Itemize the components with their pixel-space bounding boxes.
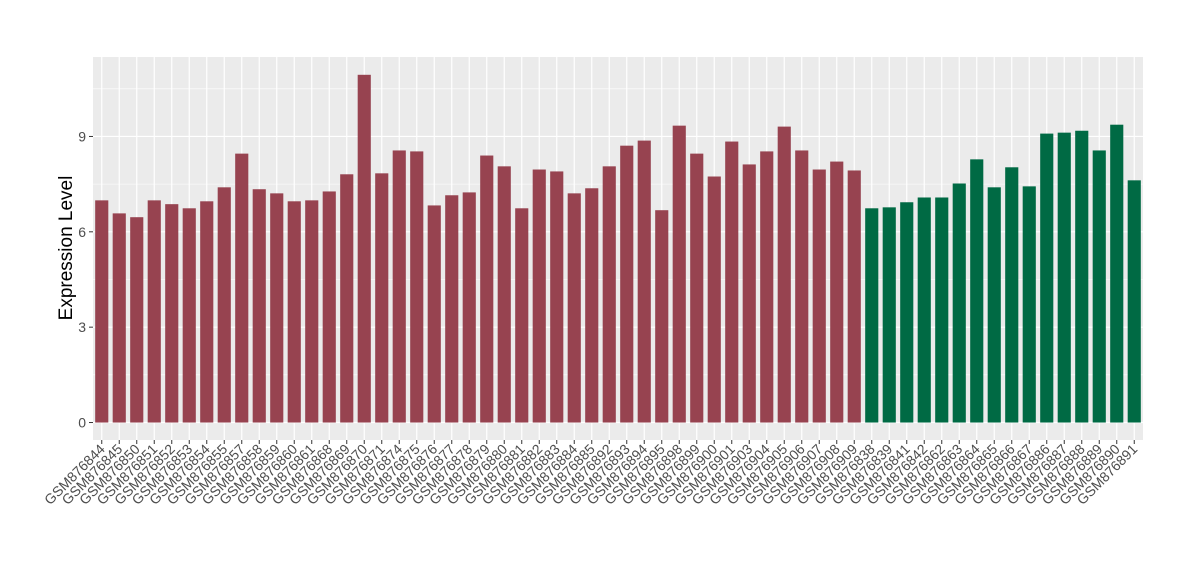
bar xyxy=(427,205,441,423)
bar xyxy=(1057,132,1071,423)
bar xyxy=(95,200,109,423)
bar xyxy=(305,200,319,423)
bar xyxy=(812,169,826,423)
bar xyxy=(935,197,949,423)
bar xyxy=(1092,150,1106,423)
bar xyxy=(602,166,616,423)
bar xyxy=(445,195,459,423)
bar xyxy=(357,74,371,423)
y-tick-label: 3 xyxy=(78,319,86,335)
bar xyxy=(847,170,861,423)
bar xyxy=(1040,133,1054,423)
bar xyxy=(987,187,1001,423)
y-axis-label: Expression Level xyxy=(56,176,77,321)
y-tick-label: 6 xyxy=(78,224,86,240)
bar xyxy=(147,200,161,423)
bar xyxy=(742,164,756,423)
bar xyxy=(620,145,634,423)
bar xyxy=(830,161,844,423)
bar xyxy=(532,169,546,423)
bar xyxy=(462,192,476,423)
bar xyxy=(515,208,529,423)
bar xyxy=(655,210,669,423)
bar xyxy=(585,188,599,423)
bar xyxy=(760,151,774,423)
bar xyxy=(165,204,179,423)
bar xyxy=(200,201,214,423)
bar xyxy=(567,193,581,423)
bar xyxy=(340,174,354,423)
bar xyxy=(287,201,301,423)
bar xyxy=(777,126,791,423)
bar xyxy=(952,183,966,423)
bar xyxy=(970,159,984,423)
bar xyxy=(410,151,424,423)
bar xyxy=(882,207,896,423)
bar xyxy=(707,176,721,423)
bar xyxy=(130,217,144,423)
y-tick-label: 0 xyxy=(78,415,86,431)
bar xyxy=(322,191,336,423)
bar xyxy=(217,187,231,423)
bar xyxy=(182,208,196,423)
bar xyxy=(270,193,284,423)
bar xyxy=(1127,180,1141,423)
bar xyxy=(480,155,494,423)
bar xyxy=(1110,124,1124,423)
bar xyxy=(900,202,914,423)
bar xyxy=(1022,186,1036,423)
bar xyxy=(112,213,126,423)
panel xyxy=(93,57,1143,440)
bar xyxy=(917,197,931,423)
y-tick-label: 9 xyxy=(78,128,86,144)
bar xyxy=(1005,167,1019,423)
bar xyxy=(637,140,651,423)
bar xyxy=(550,171,564,423)
bar xyxy=(795,150,809,423)
bar xyxy=(235,153,249,423)
bar xyxy=(392,150,406,423)
bar xyxy=(865,208,879,423)
bar xyxy=(375,173,389,423)
bar xyxy=(1075,130,1089,423)
bar xyxy=(690,153,704,423)
bar xyxy=(497,166,511,423)
bar xyxy=(672,125,686,423)
bar xyxy=(252,189,266,423)
bar xyxy=(725,141,739,423)
